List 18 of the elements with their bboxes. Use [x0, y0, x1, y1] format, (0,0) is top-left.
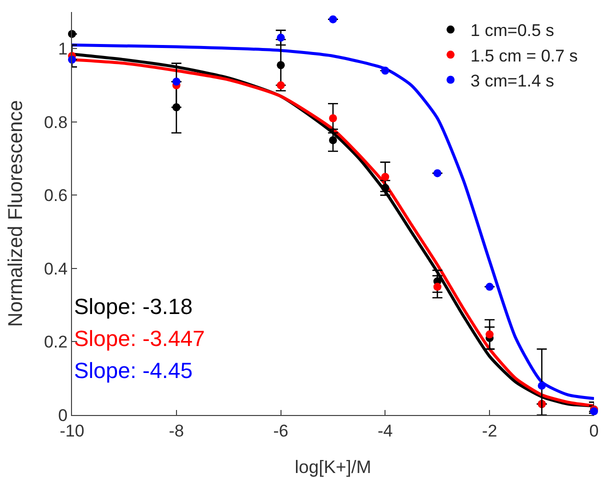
y-tick-label: 0.2 — [44, 332, 68, 352]
x-axis-title: log[K+]/M — [294, 457, 372, 477]
annotation: Slope: -3.447 — [74, 326, 205, 351]
y-tick-label: 1 — [58, 40, 68, 59]
x-tick-label: -4 — [378, 421, 393, 440]
x-tick-label: -2 — [482, 421, 498, 440]
annotation: Slope: -3.18 — [74, 294, 193, 319]
legend-label: 1.5 cm = 0.7 s — [470, 46, 578, 66]
y-axis-title: Normalized Fluorescence — [5, 100, 27, 327]
x-tick-label: 0 — [589, 421, 599, 440]
x-tick-label: -6 — [273, 421, 288, 440]
y-tick-label: 0.8 — [44, 112, 68, 132]
x-tick-label: -8 — [168, 421, 184, 440]
legend-label: 1 cm=0.5 s — [470, 21, 554, 40]
legend-label: 3 cm=1.4 s — [470, 71, 554, 90]
y-tick-label: 0.6 — [44, 186, 68, 206]
y-tick-label: 0.4 — [44, 259, 68, 278]
annotation: Slope: -4.45 — [74, 358, 193, 383]
